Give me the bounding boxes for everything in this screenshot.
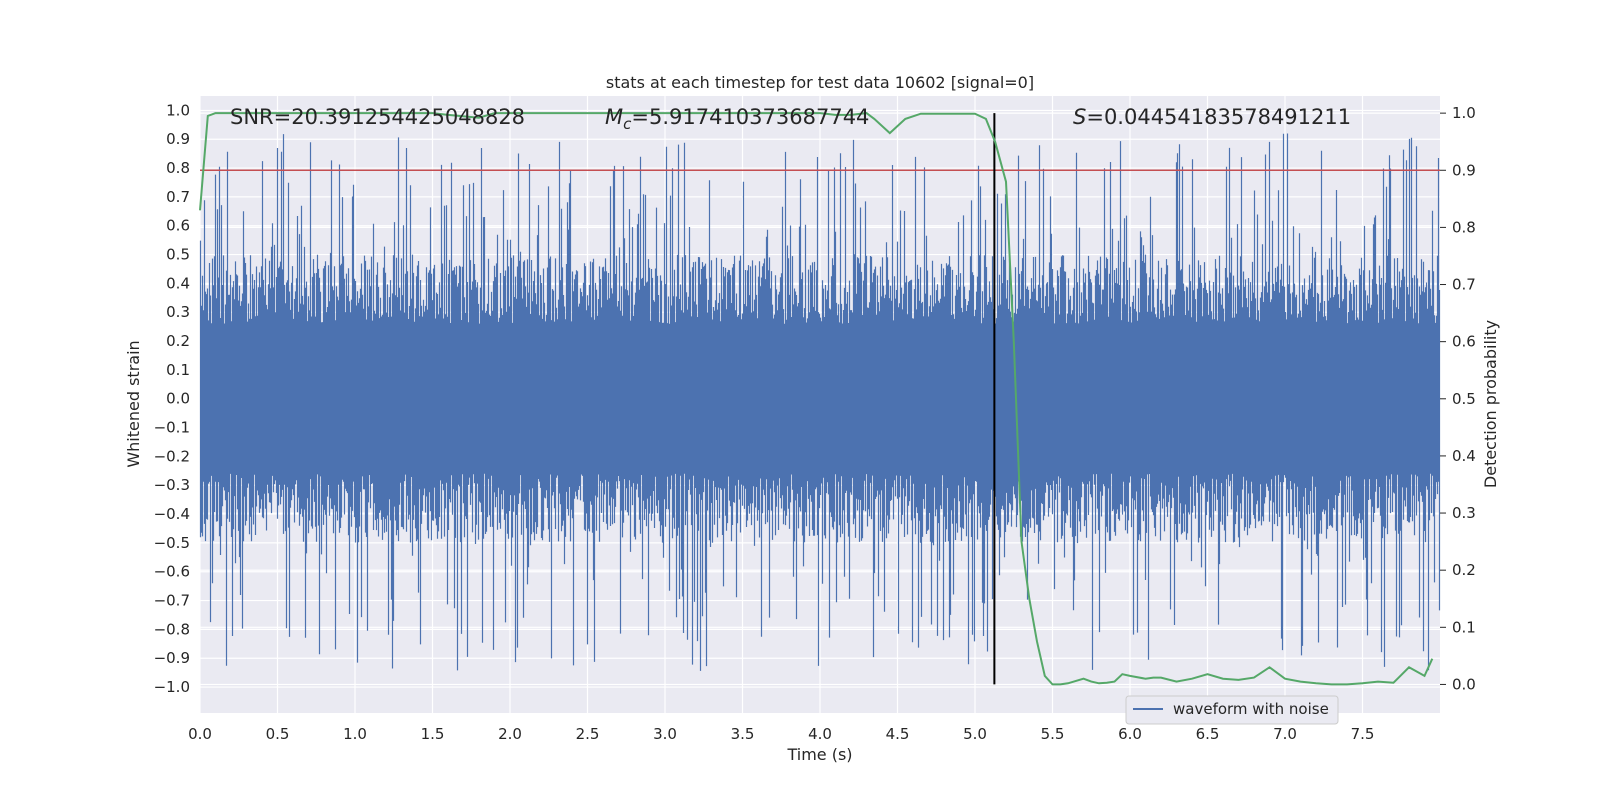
- x-tick-label: 7.5: [1351, 725, 1375, 743]
- y-right-tick-label: 0.0: [1452, 675, 1476, 693]
- chart-title: stats at each timestep for test data 106…: [606, 73, 1034, 92]
- y-left-tick-label: 0.8: [166, 159, 190, 177]
- s-symbol: S: [1073, 105, 1086, 129]
- legend: waveform with noise: [1125, 695, 1339, 725]
- x-tick-label: 3.0: [653, 725, 677, 743]
- x-tick-label: 5.5: [1041, 725, 1065, 743]
- y-left-tick-label: −0.8: [154, 620, 190, 638]
- legend-box: [1125, 695, 1339, 725]
- y-left-tick-label: 0.9: [166, 130, 190, 148]
- detection-probability-line: [199, 112, 1434, 686]
- y-left-tick-label: 0.0: [166, 390, 190, 408]
- x-tick-label: 2.5: [576, 725, 600, 743]
- y-right-tick-label: 0.1: [1452, 618, 1476, 636]
- x-tick-label: 3.5: [731, 725, 755, 743]
- y-left-tick-labels: 1.0 0.9 0.8 0.7 0.6 0.5 0.4 0.3 0.2 0.1 0.0 −0.1 −0.…: [154, 101, 190, 696]
- waveform-series: [199, 133, 1441, 671]
- y-left-tick-label: −0.5: [154, 534, 190, 552]
- s-annotation: S=0.04454183578491211: [1073, 105, 1351, 129]
- waveform-core: [200, 352, 1440, 463]
- y-left-tick-label: −0.9: [154, 649, 190, 667]
- chirp-mass-subscript: c: [623, 115, 632, 133]
- y-left-tick-label: −0.4: [154, 505, 190, 523]
- s-value: =0.04454183578491211: [1086, 105, 1351, 129]
- y-left-tick-label: 0.5: [166, 246, 190, 264]
- x-tick-label: 1.0: [343, 725, 367, 743]
- y-right-tick-label: 0.3: [1452, 504, 1476, 522]
- y-right-tick-label: 0.9: [1452, 161, 1476, 179]
- x-axis-label: Time (s): [786, 745, 852, 764]
- y-left-tick-label: 0.1: [166, 361, 190, 379]
- y-left-tick-label: −0.2: [154, 447, 190, 465]
- y-left-axis-label: Whitened strain: [124, 340, 143, 467]
- y-left-tick-label: −0.6: [154, 563, 190, 581]
- y-left-tick-label: −0.7: [154, 592, 190, 610]
- y-right-tick-label: 0.4: [1452, 447, 1476, 465]
- chirp-mass-symbol: M: [605, 105, 623, 129]
- y-left-tick-label: 1.0: [166, 101, 190, 119]
- y-right-axis-label: Detection probability: [1481, 320, 1500, 488]
- y-left-tick-label: 0.7: [166, 188, 190, 206]
- x-tick-label: 1.5: [421, 725, 445, 743]
- y-left-tick-label: 0.6: [166, 217, 190, 235]
- y-right-tick-label: 0.8: [1452, 218, 1476, 236]
- y-left-tick-label: 0.3: [166, 303, 190, 321]
- y-left-tick-label: 0.2: [166, 332, 190, 350]
- snr-annotation: SNR=20.391254425048828: [230, 105, 525, 129]
- y-right-tick-label: 0.7: [1452, 276, 1476, 294]
- y-right-tick-label: 0.6: [1452, 333, 1476, 351]
- x-tick-label: 0.0: [188, 725, 212, 743]
- x-tick-label: 4.5: [886, 725, 910, 743]
- y-right-tick-label: 1.0: [1452, 104, 1476, 122]
- x-tick-labels: 0.0 0.5 1.0 1.5 2.0 2.5 3.0 3.5 4.0 4.5 5.0 5.5 6.0 6…: [188, 725, 1374, 743]
- chirp-mass-annotation: Mc=5.917410373687744: [605, 105, 869, 133]
- x-tick-label: 7.0: [1273, 725, 1297, 743]
- x-tick-label: 2.0: [498, 725, 522, 743]
- x-tick-label: 6.0: [1118, 725, 1142, 743]
- y-left-tick-label: 0.4: [166, 274, 190, 292]
- x-tick-label: 0.5: [266, 725, 290, 743]
- chirp-mass-value: =5.917410373687744: [631, 105, 869, 129]
- y-left-tick-label: −1.0: [154, 678, 190, 696]
- y-right-tick-labels: 1.0 0.9 0.8 0.7 0.6 0.5 0.4 0.3 0.2 0.1 0.0: [1440, 104, 1476, 693]
- y-left-tick-label: −0.1: [154, 419, 190, 437]
- x-tick-label: 5.0: [963, 725, 987, 743]
- y-left-tick-label: −0.3: [154, 476, 190, 494]
- legend-label: waveform with noise: [1173, 700, 1329, 718]
- y-right-tick-label: 0.2: [1452, 561, 1476, 579]
- x-tick-label: 4.0: [808, 725, 832, 743]
- y-right-tick-label: 0.5: [1452, 390, 1476, 408]
- x-tick-label: 6.5: [1196, 725, 1220, 743]
